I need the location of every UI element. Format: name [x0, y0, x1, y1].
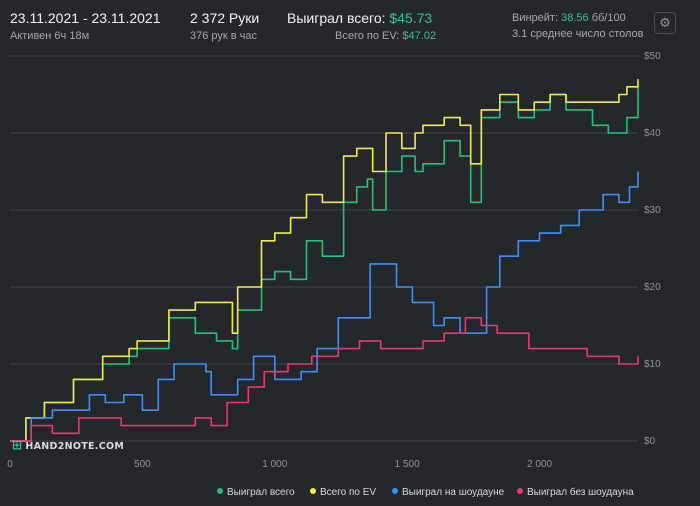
- series-line-showdown: [10, 171, 639, 442]
- session-info: 23.11.2021 - 23.11.2021 Активен 6ч 18м: [10, 10, 161, 42]
- stats-header: 23.11.2021 - 23.11.2021 Активен 6ч 18м 2…: [0, 0, 700, 52]
- ev-value: $47.02: [402, 30, 437, 42]
- winrate-value: 38.56: [561, 12, 589, 24]
- legend-item-won-total[interactable]: Выиграл всего: [217, 487, 295, 498]
- legend-label: Выиграл без шоудауна: [527, 487, 634, 498]
- x-tick-label: 0: [7, 459, 13, 470]
- date-range: 23.11.2021 - 23.11.2021: [10, 10, 161, 26]
- ev-label: Всего по EV:: [335, 30, 400, 42]
- hand2note-logo-icon: ⊞: [12, 438, 23, 452]
- hand2note-logo: ⊞ HAND2NOTE.COM: [12, 438, 124, 454]
- x-tick-label: 1 000: [262, 459, 287, 470]
- series-line-won-total: [10, 86, 639, 442]
- gear-icon[interactable]: ⚙: [654, 12, 676, 34]
- winrate-unit: бб/100: [591, 12, 626, 24]
- legend-dot-icon: [217, 488, 223, 494]
- series-line-ev-total: [10, 79, 639, 442]
- won-total-value: $45.73: [389, 10, 433, 26]
- x-tick-label: 500: [134, 459, 151, 470]
- x-tick-label: 2 000: [527, 459, 552, 470]
- legend-label: Выиграл на шоудауне: [402, 487, 505, 498]
- y-tick-label: $0: [644, 436, 656, 447]
- legend-dot-icon: [517, 488, 523, 494]
- hands-info: 2 372 Руки 376 рук в час: [190, 10, 259, 42]
- y-tick-label: $20: [644, 282, 661, 293]
- avg-tables: 3.1 среднее число столов: [512, 28, 644, 40]
- won-total: Выиграл всего: $45.73: [287, 10, 436, 26]
- y-tick-label: $30: [644, 205, 661, 216]
- hands-per-hour: 376 рук в час: [190, 30, 258, 42]
- legend-dot-icon: [310, 488, 316, 494]
- legend-label: Всего по EV: [320, 487, 377, 498]
- legend-dot-icon: [392, 488, 398, 494]
- legend-label: Выиграл всего: [227, 487, 295, 498]
- logo-text: HAND2NOTE.COM: [25, 441, 125, 452]
- legend-item-showdown[interactable]: Выиграл на шоудауне: [392, 487, 504, 498]
- legend-item-ev-total[interactable]: Всего по EV: [310, 487, 376, 498]
- series-line-non-showdown: [10, 317, 639, 442]
- won-total-label: Выиграл всего:: [287, 10, 386, 26]
- hands-count: 2 372 Руки: [190, 10, 260, 26]
- active-time: Активен 6ч 18м: [10, 30, 90, 42]
- legend-item-non-showdown[interactable]: Выиграл без шоудауна: [517, 487, 634, 498]
- winrate: Винрейт: 38.56 бб/100: [512, 12, 644, 24]
- ev-total: Всего по EV: $47.02: [287, 30, 436, 42]
- winnings-info: Выиграл всего: $45.73 Всего по EV: $47.0…: [287, 10, 436, 42]
- y-tick-label: $40: [644, 128, 661, 139]
- y-tick-label: $10: [644, 359, 661, 370]
- winrate-info: Винрейт: 38.56 бб/100 3.1 среднее число …: [512, 10, 644, 40]
- chart-legend: Выиграл всего Всего по EV Выиграл на шоуда…: [0, 486, 700, 502]
- winrate-label: Винрейт:: [512, 12, 559, 24]
- winnings-chart: $0 $10 $20 $30 $40 $50 0 500 1 000 1 500 2 000: [7, 51, 661, 470]
- y-tick-label: $50: [644, 51, 661, 62]
- x-tick-label: 1 500: [395, 459, 420, 470]
